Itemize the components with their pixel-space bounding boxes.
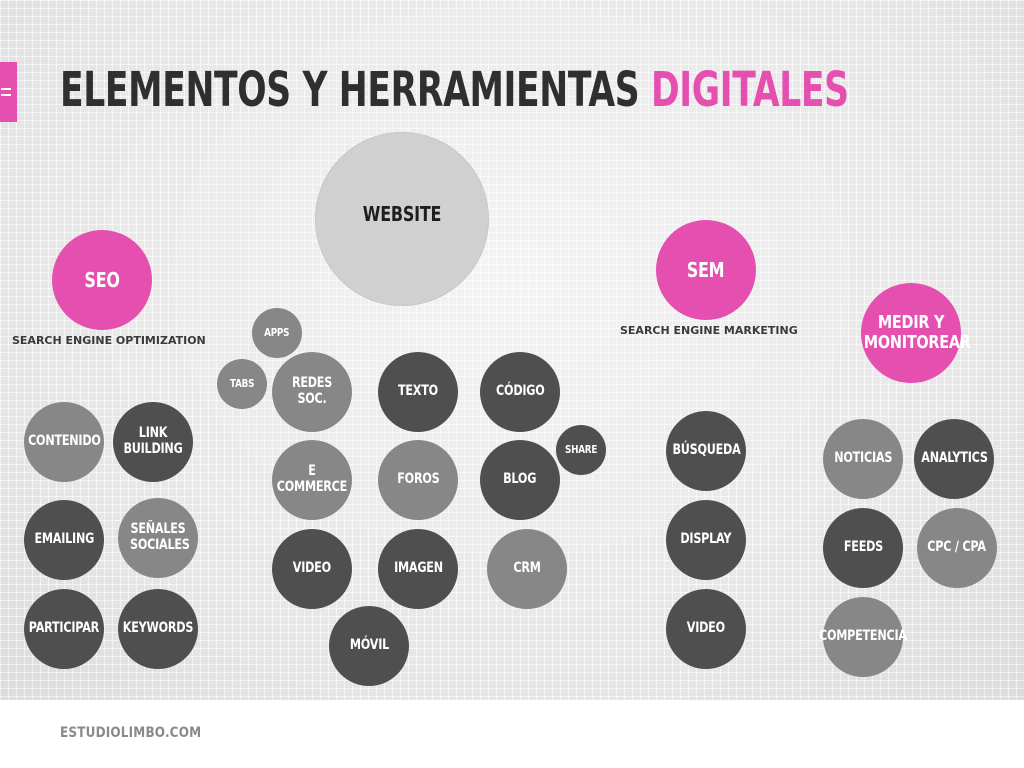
node-medir-label: MEDIR Y MONITOREAR (863, 311, 971, 353)
title-main: ELEMENTOS Y HERRAMIENTAS (60, 62, 640, 118)
node-seo-label: SEO (84, 267, 120, 292)
node-share: SHARE (556, 425, 606, 475)
caption-seo: SEARCH ENGINE OPTIMIZATION (12, 334, 206, 347)
node-imagen: IMAGEN (378, 529, 458, 609)
node-contenido: CONTENIDO (24, 402, 104, 482)
node-keywords-label: KEYWORDS (122, 620, 194, 637)
node-emailing: EMAILING (24, 500, 104, 580)
node-participar-label: PARTICIPAR (28, 620, 100, 637)
node-ecommerce: E COMMERCE (272, 440, 352, 520)
node-noticias-label: NOTICIAS (834, 450, 892, 467)
node-redes-soc-label: REDES SOC. (291, 375, 333, 407)
node-emailing-label: EMAILING (34, 531, 94, 548)
node-keywords: KEYWORDS (118, 589, 198, 669)
node-movil-label: MÓVIL (349, 637, 389, 654)
page-title: ELEMENTOS Y HERRAMIENTAS DIGITALES (60, 55, 849, 125)
node-noticias: NOTICIAS (823, 419, 903, 499)
node-seo: SEO (52, 230, 152, 330)
node-analytics: ANALYTICS (914, 419, 994, 499)
caption-sem: SEARCH ENGINE MARKETING (620, 324, 798, 337)
node-busqueda: BÚSQUEDA (666, 411, 746, 491)
node-foros-label: FOROS (396, 471, 440, 488)
node-senales-sociales: SEÑALES SOCIALES (118, 498, 198, 578)
node-feeds-label: FEEDS (843, 539, 883, 556)
node-share-label: SHARE (564, 442, 598, 456)
node-website-label: WEBSITE (362, 201, 442, 226)
node-codigo: CÓDIGO (480, 352, 560, 432)
node-blog-label: BLOG (503, 471, 537, 488)
menu-icon-bar (1, 88, 11, 90)
footer-site-link[interactable]: ESTUDIOLIMBO.COM (60, 725, 202, 741)
menu-tab[interactable] (0, 62, 17, 122)
node-link-building: LINK BUILDING (113, 402, 193, 482)
node-video-web-label: VIDEO (292, 560, 332, 577)
node-foros: FOROS (378, 440, 458, 520)
node-movil: MÓVIL (329, 606, 409, 686)
node-busqueda-label: BÚSQUEDA (672, 442, 741, 459)
node-crm-label: CRM (513, 560, 541, 577)
node-texto: TEXTO (378, 352, 458, 432)
node-tabs-label: TABS (229, 376, 255, 390)
node-blog: BLOG (480, 440, 560, 520)
node-participar: PARTICIPAR (24, 589, 104, 669)
node-apps-label: APPS (264, 325, 290, 339)
node-codigo-label: CÓDIGO (495, 383, 545, 400)
node-display: DISPLAY (666, 500, 746, 580)
menu-icon-bar (1, 94, 11, 96)
node-redes-soc: REDES SOC. (272, 352, 352, 432)
node-display-label: DISPLAY (680, 531, 732, 548)
node-apps: APPS (252, 308, 302, 358)
node-texto-label: TEXTO (398, 383, 438, 400)
node-sem: SEM (656, 220, 756, 320)
node-website: WEBSITE (315, 132, 489, 306)
node-video-web: VIDEO (272, 529, 352, 609)
node-sem-label: SEM (687, 257, 725, 282)
node-link-building-label: LINK BUILDING (123, 425, 183, 457)
node-tabs: TABS (217, 359, 267, 409)
node-feeds: FEEDS (823, 508, 903, 588)
node-competencia: COMPETENCIA (819, 597, 907, 677)
node-senales-sociales-label: SEÑALES SOCIALES (130, 521, 190, 553)
node-contenido-label: CONTENIDO (27, 433, 101, 450)
node-medir-monitorear: MEDIR Y MONITOREAR (861, 283, 971, 383)
node-cpc-cpa-label: CPC / CPA (927, 539, 987, 556)
footer: ESTUDIOLIMBO.COM (0, 700, 1024, 768)
node-imagen-label: IMAGEN (393, 560, 443, 577)
node-cpc-cpa: CPC / CPA (917, 508, 997, 588)
title-accent: DIGITALES (650, 62, 849, 118)
node-ecommerce-label: E COMMERCE (276, 463, 348, 495)
node-analytics-label: ANALYTICS (920, 450, 988, 467)
node-video-sem-label: VIDEO (686, 620, 726, 637)
slide-canvas: ELEMENTOS Y HERRAMIENTAS DIGITALES WEBSI… (0, 0, 1024, 700)
node-crm: CRM (487, 529, 567, 609)
node-video-sem: VIDEO (666, 589, 746, 669)
node-competencia-label: COMPETENCIA (819, 628, 907, 645)
